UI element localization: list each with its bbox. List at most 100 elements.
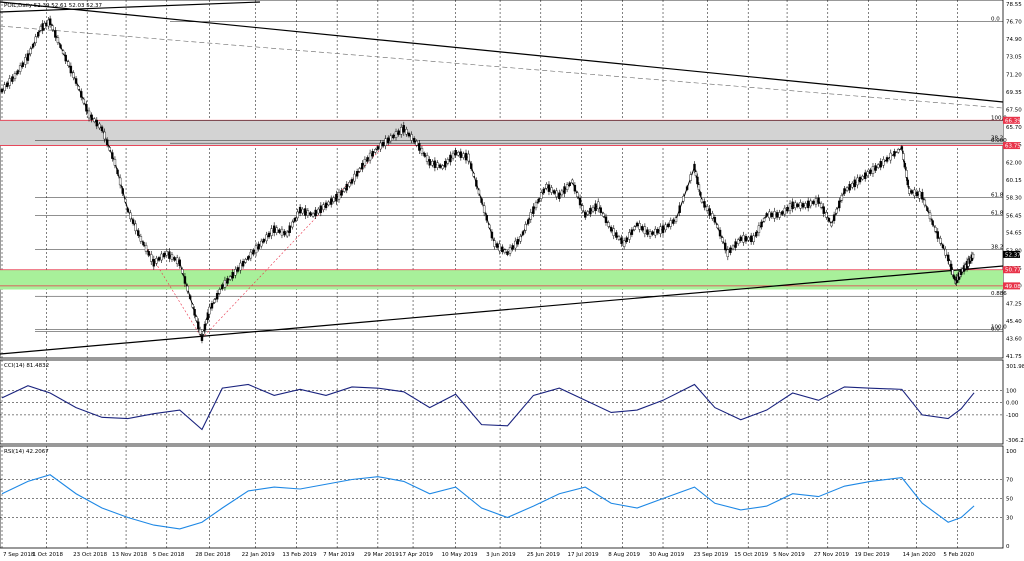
candle-body <box>206 312 210 320</box>
candle-body <box>322 204 325 210</box>
price-level-tag <box>1003 266 1020 274</box>
candle-body <box>241 260 245 267</box>
candle-body <box>257 243 260 250</box>
fib-label: 0.0 <box>991 17 1000 23</box>
price-panel[interactable]: 0.0100.038.20.00061.861.838.20.886100.00… <box>0 0 1022 360</box>
candle-body <box>223 280 227 288</box>
candle-body <box>617 236 621 240</box>
candle-body <box>155 258 158 264</box>
candle-body <box>374 149 377 153</box>
candle-body <box>801 203 805 208</box>
candle-body <box>856 177 859 186</box>
candle-body <box>736 239 740 244</box>
candle-body <box>275 227 278 233</box>
candle-body <box>3 84 6 91</box>
price-level-tag <box>1003 282 1020 290</box>
fib-label: 61.8 <box>991 193 1004 199</box>
candle-body <box>744 236 748 242</box>
symbol-label: POIL,Daily 52.39 52.61 52.03 52.37 <box>4 3 102 9</box>
candle-body <box>95 119 99 127</box>
date-tick-label: 30 Aug 2019 <box>649 552 685 558</box>
rsi-series <box>1 474 975 530</box>
date-tick-label: 17 Apr 2019 <box>399 552 434 558</box>
candle-body <box>368 152 372 161</box>
candle-body <box>82 98 86 104</box>
candle-body <box>454 150 457 156</box>
candle-body <box>693 163 696 171</box>
candle-body <box>420 148 424 154</box>
candle-body <box>896 149 900 153</box>
candle-body <box>747 237 750 241</box>
candle-body <box>342 188 346 192</box>
candle-body <box>565 184 569 190</box>
cci-tick-label: 100 <box>1006 389 1017 395</box>
candle-body <box>597 201 600 210</box>
candle-body <box>175 257 179 265</box>
candle-body <box>21 62 24 67</box>
candle-body <box>345 183 348 191</box>
candle-body <box>239 262 242 271</box>
candle-body <box>713 216 717 223</box>
candle-body <box>197 321 200 329</box>
rsi-panel[interactable]: 100 70 50 30 0 RSI(14) 42.2067 <box>0 445 1017 550</box>
candle-body <box>288 225 291 233</box>
price-tick-label: 76.70 <box>1006 20 1022 26</box>
candle-body <box>306 210 310 216</box>
price-tick-label: 73.05 <box>1006 55 1022 61</box>
candle-body <box>5 82 9 88</box>
candle-body <box>700 198 704 203</box>
candle-body <box>796 203 800 208</box>
candle-body <box>270 228 273 236</box>
cci-panel[interactable]: 301.983 100 0.00 -100 -306.259 CCI(14) 81.48… <box>0 359 1024 445</box>
candle-body <box>879 161 882 168</box>
candle-body <box>843 188 846 194</box>
candle-body <box>612 228 615 236</box>
candle-body <box>708 208 711 216</box>
price-tick-label: 71.20 <box>1006 72 1022 78</box>
candle-body <box>573 184 577 192</box>
candle-body <box>941 244 945 249</box>
candle-body <box>193 309 196 316</box>
candle-body <box>568 182 571 187</box>
candle-body <box>752 235 755 243</box>
candle-body <box>186 285 189 292</box>
fib-helper-line <box>201 138 392 339</box>
candle-body <box>205 319 208 324</box>
candle-body <box>160 253 163 261</box>
candle-body <box>228 276 232 280</box>
candle-body <box>451 152 455 159</box>
candle-body <box>542 188 545 194</box>
candle-body <box>67 61 70 66</box>
cci-label: CCI(14) 81.4832 <box>4 363 49 369</box>
candle-body <box>436 162 439 168</box>
cci-axis: 301.983 100 0.00 -100 -306.259 <box>1006 364 1024 444</box>
candle-body <box>923 199 927 206</box>
candle-body <box>64 54 67 62</box>
candle-body <box>394 131 398 138</box>
candle-body <box>604 216 608 223</box>
candle-body <box>24 57 27 65</box>
candle-body <box>915 191 919 197</box>
candle-body <box>355 171 359 177</box>
candle-body <box>18 65 22 72</box>
price-level-label: 63.75 <box>1005 144 1021 150</box>
cci-series <box>1 383 975 431</box>
candle-body <box>638 223 641 230</box>
cci-grid <box>0 360 1003 444</box>
date-tick-label: 23 Sep 2019 <box>693 552 728 558</box>
candle-body <box>516 238 520 245</box>
candle-body <box>283 230 286 236</box>
candle-body <box>387 137 390 144</box>
candle-body <box>739 236 742 242</box>
candle-body <box>871 166 875 174</box>
candle-body <box>202 331 205 335</box>
candle-body <box>576 192 579 198</box>
candle-body <box>931 220 934 225</box>
candle-body <box>183 276 187 284</box>
candle-body <box>622 240 626 247</box>
date-tick-label: 27 Nov 2019 <box>814 552 850 558</box>
candle-body <box>760 221 763 228</box>
candle-body <box>134 223 137 232</box>
candle-body <box>147 250 150 256</box>
candle-body <box>459 151 463 158</box>
